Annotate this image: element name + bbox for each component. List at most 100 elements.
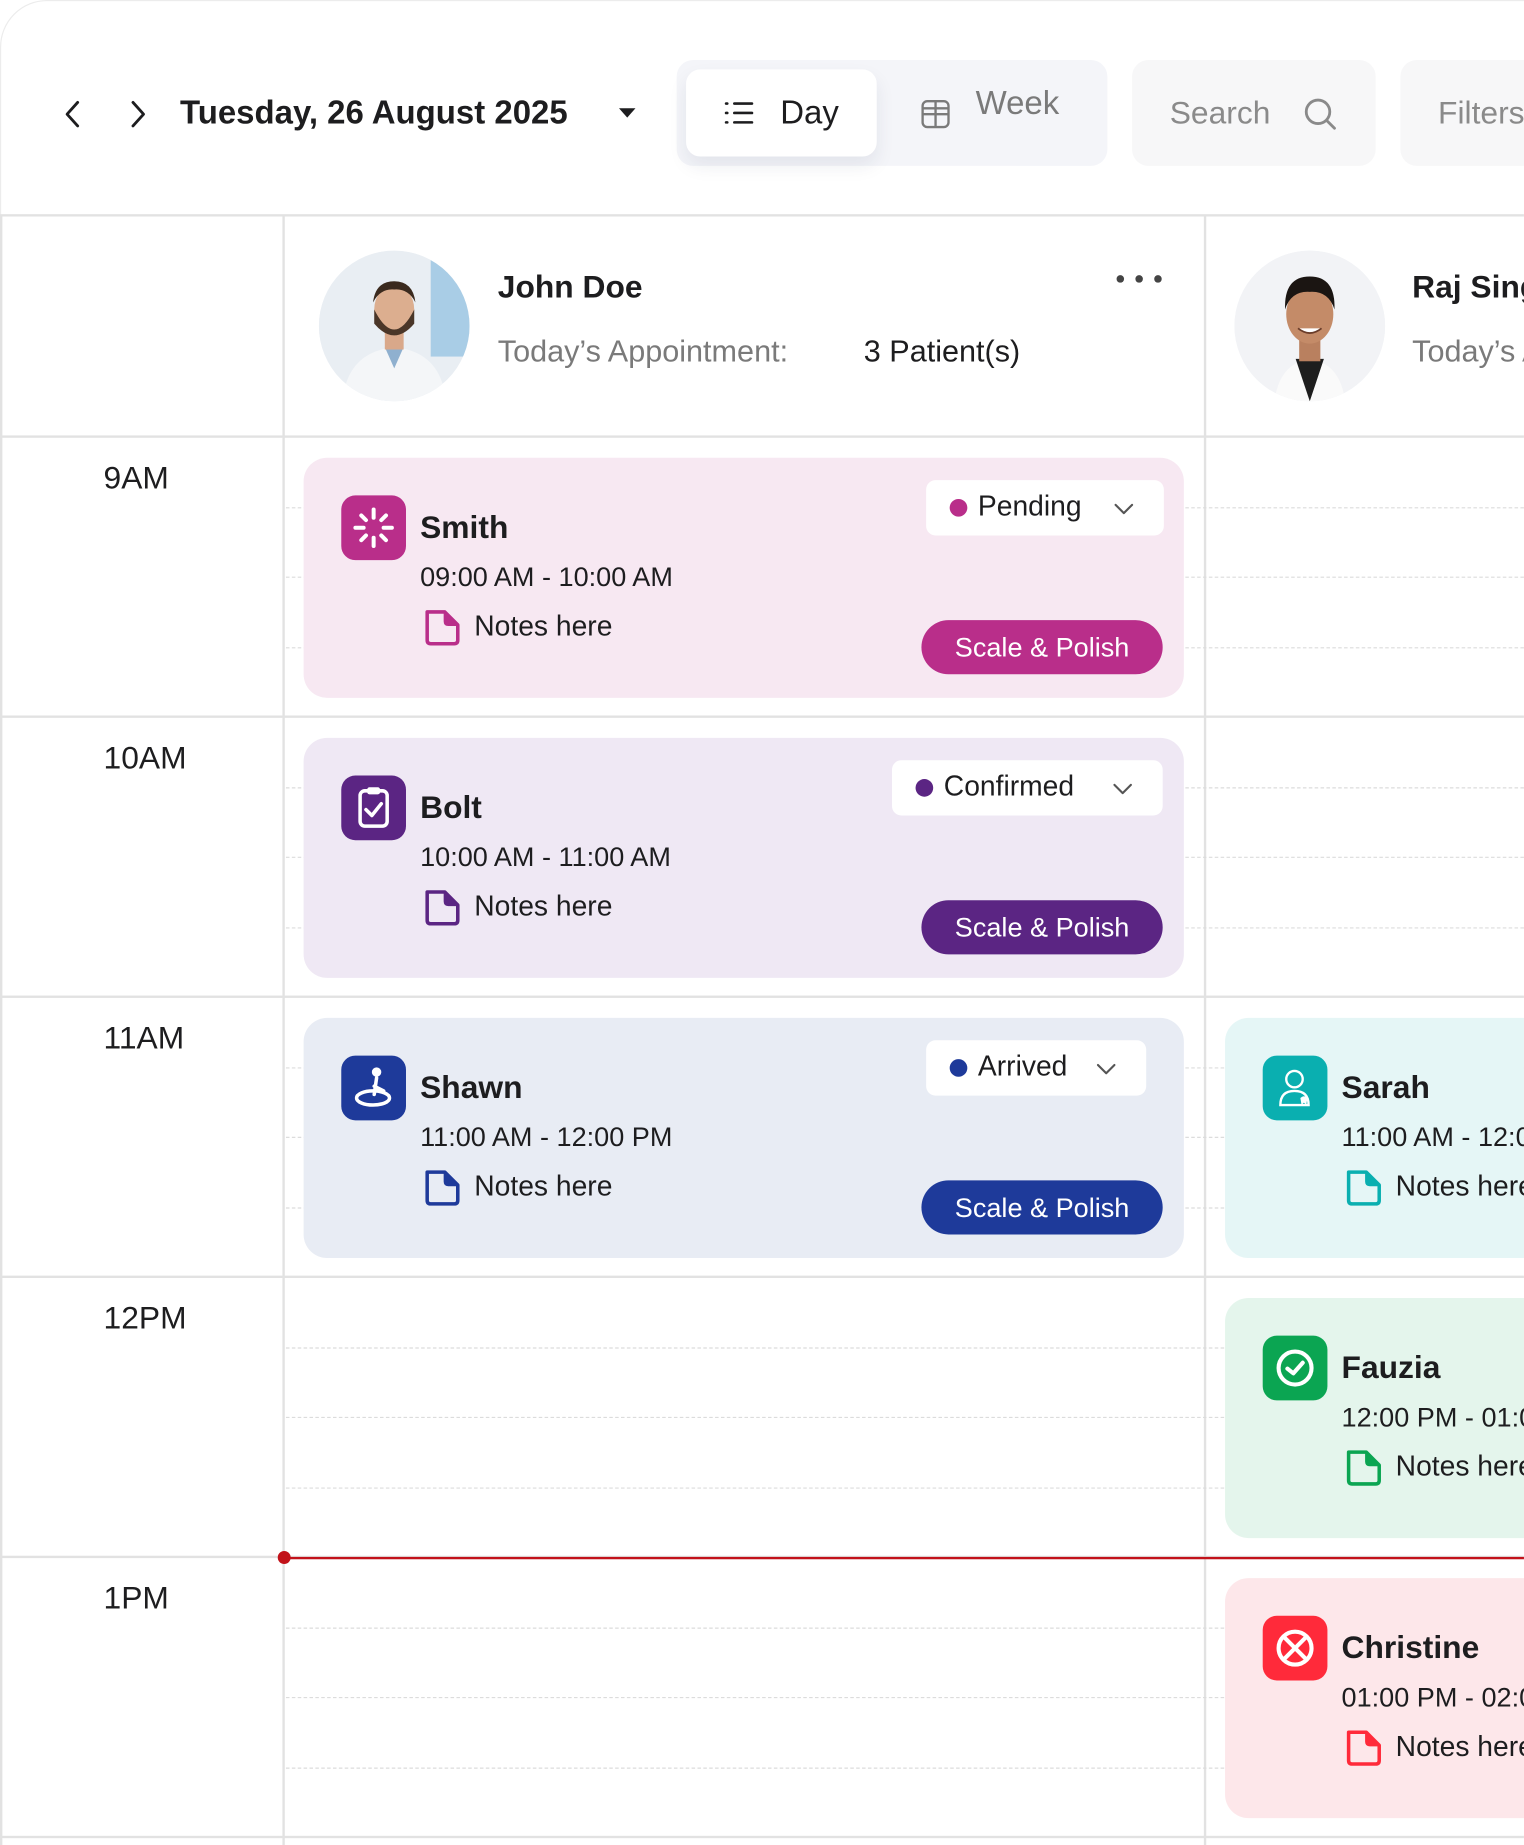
appointment-notes: Notes here: [474, 610, 613, 643]
note-icon: [1344, 1728, 1384, 1768]
appointment-card[interactable]: Shawn 11:00 AM - 12:00 PM Notes here Arrive…: [303, 1017, 1184, 1258]
doctor-avatar: [1234, 250, 1386, 402]
patient-name: Smith: [420, 509, 509, 545]
hour-label: 1PM: [103, 1580, 169, 1616]
hour-label: 12PM: [103, 1300, 187, 1336]
treatment-badge[interactable]: Scale & Polish: [921, 1180, 1163, 1235]
hour-label: 9AM: [103, 460, 169, 496]
patient-name: Fauzia: [1341, 1349, 1441, 1386]
check-circle-icon: [1276, 1349, 1314, 1387]
dentist-icon: [1279, 1069, 1310, 1107]
treatment-badge[interactable]: Scale & Polish: [921, 900, 1163, 955]
search-input[interactable]: Search: [1132, 60, 1376, 166]
appointment-time: 01:00 PM - 02:00 PM: [1341, 1681, 1524, 1713]
more-options-icon[interactable]: [1113, 271, 1165, 287]
status-dot: [949, 1059, 968, 1077]
doctor-name: John Doe: [497, 269, 643, 305]
doctor-column-divider: [1203, 215, 1207, 1845]
note-icon: [1344, 1447, 1384, 1487]
current-date[interactable]: Tuesday, 26 August 2025: [180, 94, 568, 131]
appointment-time: 12:00 PM - 01:00 PM: [1341, 1401, 1524, 1433]
quarter-hour-line: [285, 1416, 1524, 1419]
week-view-button[interactable]: Week: [975, 84, 1060, 122]
appointment-notes: Notes here: [1395, 1731, 1524, 1763]
appointment-icon-tile: [1262, 1335, 1328, 1401]
appointment-icon-tile: [341, 775, 406, 841]
status-label: Confirmed: [943, 770, 1075, 803]
loader-icon: [353, 507, 394, 549]
appointment-time: 11:00 AM - 12:00 PM: [420, 1121, 673, 1153]
appointment-icon-tile: [1262, 1055, 1328, 1121]
appointment-card[interactable]: Christine 01:00 PM - 02:00 PM Notes here: [1225, 1578, 1524, 1819]
grid-top-border: [0, 214, 1524, 217]
hour-row-border: [0, 715, 1524, 718]
appointment-notes: Notes here: [1395, 1450, 1524, 1483]
appointment-notes: Notes here: [1395, 1170, 1524, 1203]
doctor-name: Raj Singh: [1412, 269, 1524, 305]
date-dropdown-caret-icon[interactable]: [618, 108, 636, 118]
view-toggle: Day Week: [676, 60, 1108, 166]
doctor-photo-raj-singh: [1234, 250, 1386, 402]
doctor-photo-john-doe: [318, 250, 470, 402]
appointment-card[interactable]: Fauzia 12:00 PM - 01:00 PM Notes here: [1225, 1298, 1524, 1539]
status-label: Arrived: [977, 1050, 1068, 1083]
x-circle-icon: [1276, 1629, 1314, 1667]
status-label: Pending: [977, 490, 1082, 523]
note-icon: [422, 607, 462, 647]
filters-label: Filters: [1438, 95, 1524, 131]
note-icon: [422, 887, 462, 927]
quarter-hour-line: [285, 1627, 1524, 1629]
appointment-icon-tile: [1262, 1615, 1328, 1681]
hour-label: 10AM: [103, 740, 187, 776]
day-view-label: Day: [780, 94, 839, 131]
status-dot: [949, 498, 968, 517]
appointment-time: 09:00 AM - 10:00 AM: [420, 561, 673, 592]
status-dot: [915, 779, 934, 797]
note-icon: [1344, 1167, 1384, 1207]
clipboard-check-icon: [358, 787, 389, 828]
appointment-card[interactable]: Smith 09:00 AM - 10:00 AM Notes here Pendin…: [303, 457, 1184, 698]
hour-row-border: [0, 435, 1524, 438]
appointment-label: Today’s Appointment:: [1412, 333, 1524, 369]
hour-label: 11AM: [103, 1020, 185, 1056]
status-dropdown[interactable]: Confirmed: [892, 760, 1163, 816]
day-view-button[interactable]: Day: [686, 69, 877, 157]
grid-left-border: [0, 215, 3, 1845]
quarter-hour-line: [285, 1347, 1524, 1349]
hour-row-border: [0, 995, 1524, 998]
search-placeholder: Search: [1169, 95, 1271, 131]
doctor-avatar: [318, 250, 470, 402]
status-dropdown[interactable]: Pending: [926, 480, 1164, 536]
next-day-button[interactable]: [122, 99, 153, 130]
chevron-down-icon: [1111, 777, 1135, 801]
chevron-down-icon: [1094, 1057, 1118, 1081]
filters-button[interactable]: Filters: [1400, 60, 1524, 166]
person-arrived-icon: [354, 1067, 392, 1107]
appointment-notes: Notes here: [474, 890, 613, 923]
appointment-time: 11:00 AM - 12:00 PM: [1341, 1121, 1524, 1153]
note-icon: [422, 1167, 462, 1207]
search-icon: [1304, 98, 1336, 130]
appointment-time: 10:00 AM - 11:00 AM: [420, 841, 671, 873]
prev-day-button[interactable]: [58, 99, 89, 130]
patient-name: Christine: [1341, 1629, 1480, 1666]
grid-icon: [921, 100, 950, 129]
chevron-down-icon: [1112, 497, 1136, 521]
treatment-badge[interactable]: Scale & Polish: [921, 620, 1163, 675]
appointment-card[interactable]: Bolt 10:00 AM - 11:00 AM Notes here Confirm…: [303, 737, 1184, 978]
status-dropdown[interactable]: Arrived: [926, 1040, 1147, 1096]
current-time-dot: [277, 1551, 291, 1564]
quarter-hour-line: [285, 1487, 1524, 1489]
appointment-icon-tile: [341, 495, 406, 561]
patient-name: Sarah: [1341, 1069, 1430, 1106]
quarter-hour-line: [285, 1696, 1524, 1699]
patient-name: Bolt: [420, 789, 482, 825]
quarter-hour-line: [285, 1767, 1524, 1769]
list-icon: [724, 102, 754, 124]
appointment-icon-tile: [341, 1055, 406, 1121]
hour-row-border: [0, 1835, 1524, 1839]
appointment-card[interactable]: Sarah 11:00 AM - 12:00 PM Notes here: [1225, 1017, 1524, 1258]
appointment-notes: Notes here: [474, 1170, 613, 1203]
current-time-line: [283, 1556, 1524, 1560]
